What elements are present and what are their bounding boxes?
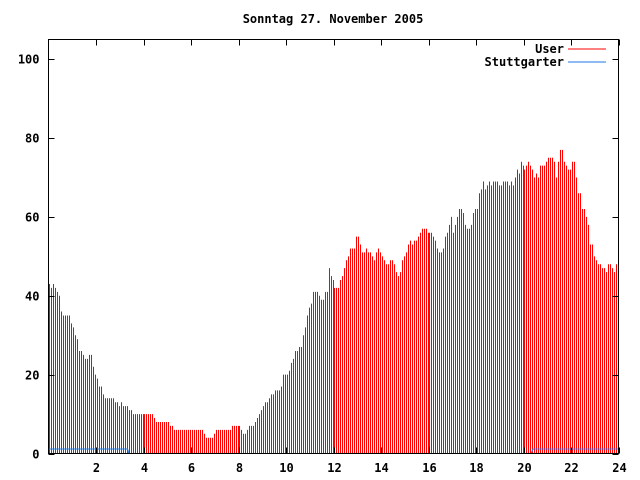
x-tick-label: 12 <box>327 461 341 475</box>
stuttgarter-line-segment <box>48 448 130 454</box>
x-axis: 2 4 6 8 10 12 14 16 18 20 22 24 <box>93 39 627 475</box>
stuttgarter-line-segment <box>530 448 619 454</box>
y-tick-label: 0 <box>32 448 39 462</box>
x-tick-label: 22 <box>564 461 578 475</box>
legend-label-user: User <box>535 42 564 56</box>
legend-label-stuttgarter: Stuttgarter <box>485 55 564 69</box>
x-tick-label: 24 <box>612 461 626 475</box>
stuttgarter-line <box>48 448 619 454</box>
chart-title: Sonntag 27. November 2005 <box>243 12 424 26</box>
x-tick-label: 16 <box>422 461 436 475</box>
x-tick-label: 6 <box>188 461 195 475</box>
plot-frame <box>48 39 619 454</box>
x-tick-label: 2 <box>93 461 100 475</box>
x-tick-label: 20 <box>517 461 531 475</box>
y-tick-label: 100 <box>18 53 40 67</box>
y-axis: 0 20 40 60 80 100 <box>18 53 619 462</box>
x-tick-label: 10 <box>279 461 293 475</box>
y-tick-label: 20 <box>25 369 39 383</box>
x-tick-label: 8 <box>236 461 243 475</box>
user-bars <box>49 149 619 454</box>
x-tick-label: 4 <box>141 461 148 475</box>
y-tick-label: 80 <box>25 132 39 146</box>
x-tick-label: 18 <box>469 461 483 475</box>
y-tick-label: 40 <box>25 290 39 304</box>
x-tick-label: 14 <box>374 461 388 475</box>
legend: User Stuttgarter <box>485 42 606 69</box>
y-tick-label: 60 <box>25 211 39 225</box>
